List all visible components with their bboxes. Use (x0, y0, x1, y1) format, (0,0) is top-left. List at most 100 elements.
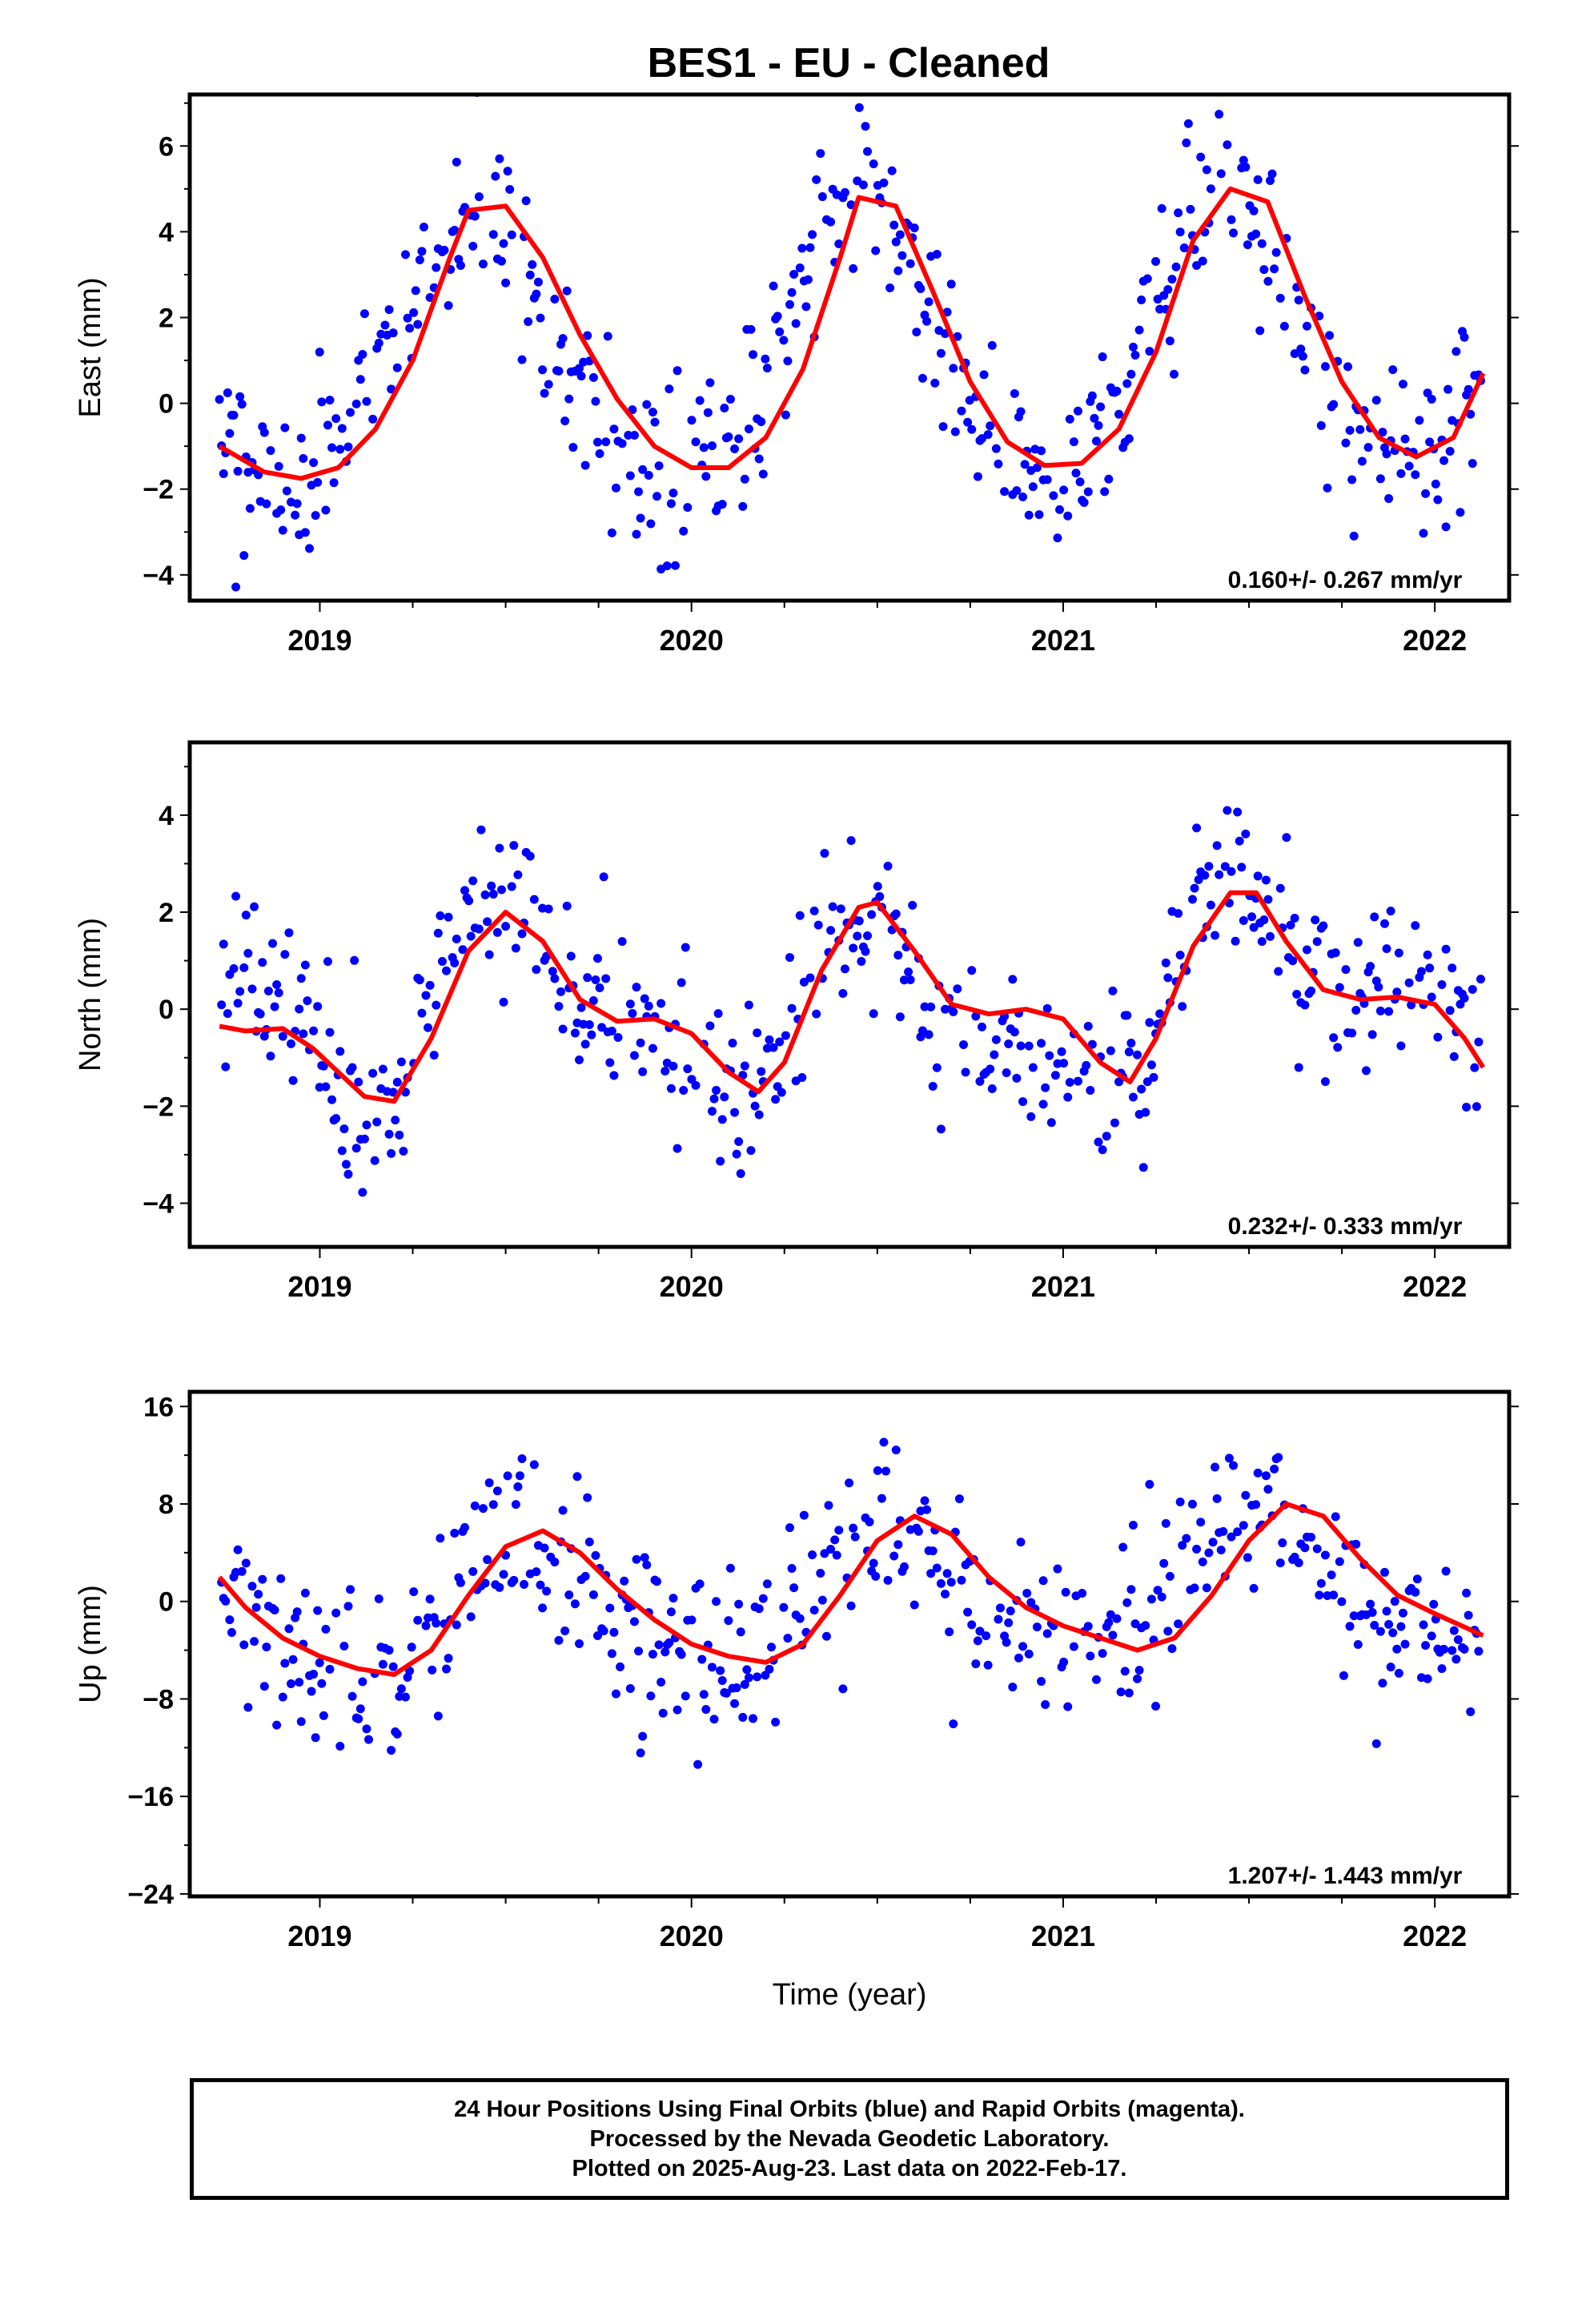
up-data-point (932, 1563, 942, 1573)
up-data-point (808, 1550, 817, 1560)
north-data-point (1175, 951, 1185, 960)
up-data-point (1059, 1657, 1069, 1667)
east-rate-box (1193, 562, 1497, 594)
up-data-point (642, 1560, 652, 1570)
up-data-point (311, 1733, 320, 1743)
up-data-point (1153, 1586, 1162, 1595)
east-data-point (730, 444, 740, 453)
up-data-point (640, 1553, 649, 1562)
east-data-point (362, 396, 371, 406)
east-data-point (863, 147, 873, 156)
north-data-point (1016, 1041, 1026, 1051)
up-data-point (335, 1741, 345, 1751)
north-data-point (1275, 883, 1285, 893)
north-data-point (1266, 931, 1275, 941)
east-data-point (355, 375, 365, 384)
up-data-point (580, 1571, 590, 1581)
east-data-point (496, 256, 506, 266)
north-data-point (327, 1095, 337, 1104)
north-data-point (1320, 1077, 1330, 1087)
east-data-point (262, 499, 271, 509)
east-data-point (1157, 203, 1166, 213)
up-data-point (771, 1717, 781, 1727)
east-data-point (231, 582, 241, 592)
up-data-point (611, 1689, 620, 1699)
north-data-point (769, 1043, 778, 1052)
east-data-point (327, 443, 337, 452)
up-data-point (599, 1626, 608, 1635)
east-data-point (266, 446, 275, 456)
east-data-point (1071, 468, 1081, 478)
up-data-point (259, 1682, 269, 1691)
up-data-point (1190, 1583, 1199, 1593)
north-data-point (1098, 1145, 1107, 1155)
east-data-point (568, 443, 578, 452)
north-data-point (387, 1148, 396, 1158)
east-data-point (946, 279, 956, 289)
up-data-point (460, 1522, 470, 1532)
east-data-point (1315, 312, 1324, 321)
east-data-point (1452, 347, 1461, 356)
east-data-point (897, 251, 907, 260)
north-data-point (337, 1146, 347, 1156)
north-data-point (259, 1031, 269, 1041)
up-data-point (654, 1640, 664, 1650)
east-data-point (1000, 487, 1010, 497)
east-data-point (1223, 140, 1232, 150)
up-data-point (656, 1677, 666, 1687)
north-data-point (787, 1003, 797, 1013)
east-data-point (223, 388, 232, 398)
up-data-point (250, 1637, 259, 1647)
north-data-point (1220, 862, 1230, 871)
footer-line-processor: Processed by the Nevada Geodetic Laborat… (589, 2125, 1110, 2152)
east-data-point (470, 211, 480, 221)
north-data-point (1259, 915, 1269, 925)
up-data-point (396, 1684, 406, 1694)
north-data-point (625, 999, 635, 1009)
north-data-point (656, 999, 666, 1008)
up-data-point (387, 1746, 396, 1755)
east-data-point (787, 287, 797, 297)
up-data-point (975, 1626, 985, 1636)
east-data-point (299, 454, 308, 464)
north-data-point (241, 911, 251, 920)
north-data-point (893, 951, 903, 960)
east-data-point (229, 411, 239, 420)
east-data-point (1239, 155, 1248, 165)
east-data-point (325, 396, 335, 405)
north-data-point (926, 1002, 936, 1011)
up-data-point (384, 1646, 394, 1655)
east-data-point (624, 431, 633, 440)
north-data-point (358, 1188, 367, 1197)
north-data-point (967, 966, 977, 975)
east-data-point (893, 266, 903, 275)
north-data-point (1038, 1100, 1048, 1109)
east-data-point (488, 230, 498, 239)
east-data-point (1378, 428, 1387, 437)
east-data-point (403, 313, 412, 323)
up-data-point (495, 1582, 504, 1592)
north-data-point (1094, 1137, 1103, 1147)
north-data-point (1261, 875, 1271, 885)
north-data-point (272, 980, 282, 990)
up-data-point (1192, 1544, 1202, 1554)
up-data-point (646, 1691, 656, 1701)
north-data-point (677, 978, 686, 987)
east-plot-frame (187, 92, 1512, 603)
east-data-point (1059, 485, 1069, 495)
north-data-point (1063, 1092, 1073, 1102)
east-data-point (1122, 379, 1132, 388)
north-data-point (1404, 978, 1414, 987)
north-data-point (867, 910, 877, 919)
east-data-point (703, 408, 713, 417)
north-data-point (421, 991, 431, 1000)
east-data-point (734, 434, 744, 444)
east-data-point (687, 416, 697, 425)
up-data-point (687, 1615, 697, 1625)
north-data-point (599, 872, 608, 882)
north-data-point (1057, 1047, 1066, 1056)
east-data-point (501, 278, 511, 287)
north-data-point (496, 885, 506, 895)
up-data-point (830, 1535, 840, 1545)
up-data-point (673, 1705, 682, 1715)
